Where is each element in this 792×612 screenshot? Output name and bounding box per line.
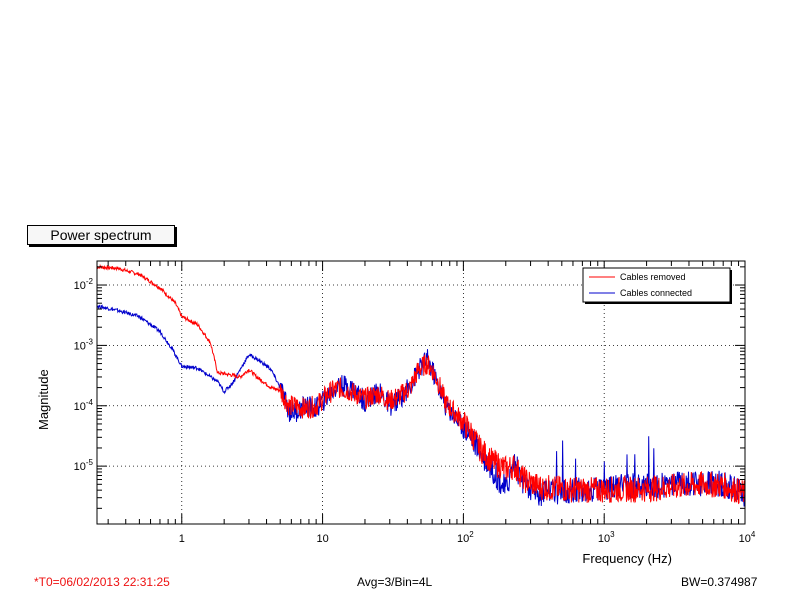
x-axis-label: Frequency (Hz) — [582, 551, 672, 566]
legend: Cables removed Cables connected — [582, 267, 732, 304]
y-tick-label: 10-3 — [74, 337, 94, 352]
x-tick-label: 1 — [179, 533, 185, 545]
axis-ticks — [97, 261, 746, 524]
tick-labels: 1 10 102 103 104 10-5 10-4 10-3 10-2 — [74, 277, 756, 545]
series-lines — [96, 263, 746, 507]
y-tick-label: 10-5 — [74, 458, 94, 473]
avg-bin-label: Avg=3/Bin=4L — [357, 575, 433, 589]
legend-label: Cables removed — [620, 272, 686, 282]
series-line-cables-removed — [96, 263, 746, 505]
y-axis-label: Magnitude — [36, 369, 51, 430]
time-label: *T0=06/02/2013 22:31:25 — [34, 575, 170, 589]
x-tick-label: 104 — [739, 530, 756, 545]
chart-title: Power spectrum — [27, 225, 175, 245]
legend-box — [582, 267, 731, 303]
y-tick-label: 10-2 — [74, 277, 94, 292]
series-line-cables-connected — [96, 304, 746, 507]
y-tick-label: 10-4 — [74, 398, 94, 413]
bandwidth-label: BW=0.374987 — [681, 575, 758, 589]
legend-label: Cables connected — [620, 288, 692, 298]
x-tick-label: 102 — [457, 530, 474, 545]
x-tick-label: 103 — [598, 530, 615, 545]
x-tick-label: 10 — [316, 533, 328, 545]
